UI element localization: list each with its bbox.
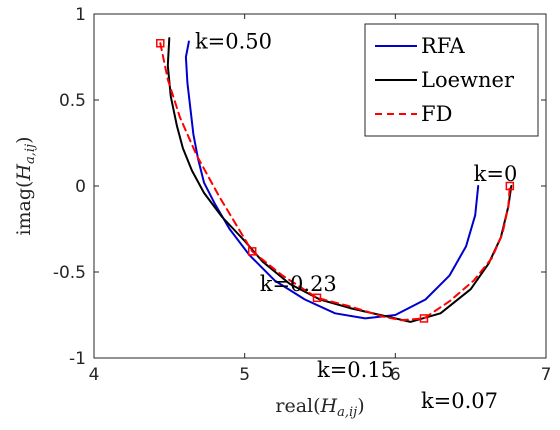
axes: 4 5 6 7 -1 -0.5 0 0.5 1 real(Ha,ij) imag(Ha,ij) [13, 5, 551, 420]
fd-marker [312, 293, 322, 303]
x-axis-label: real(Ha,ij) [275, 395, 364, 420]
fd-marker [419, 314, 429, 323]
fd-marker [156, 38, 165, 48]
legend-label-fd: FD [421, 102, 452, 126]
annotations: k=0.50 k=0.23 k=0.15 k=0.07 k=0 [195, 30, 517, 413]
x-tick-label: 5 [239, 365, 250, 385]
y-axis-label: imag(Ha,ij) [13, 136, 38, 235]
annotation-label: k=0 [474, 162, 518, 186]
annotation-label: k=0.07 [421, 389, 498, 413]
series-line-fd [159, 42, 511, 322]
annotation-label: k=0.15 [317, 358, 394, 382]
y-tick-label: 0 [75, 177, 86, 197]
legend-label-loewner: Loewner [421, 68, 515, 92]
y-tick-label: -1 [69, 349, 86, 369]
legend: RFA Loewner FD [364, 23, 539, 137]
y-tick-label: 0.5 [59, 91, 86, 111]
legend-label-rfa: RFA [421, 34, 466, 58]
x-tick-label: 6 [390, 365, 401, 385]
series-line-rfa [184, 40, 480, 320]
series-line-loewner [166, 37, 513, 323]
y-tick-label: 1 [75, 5, 86, 25]
y-tick-label: -0.5 [53, 263, 86, 283]
annotation-label: k=0.50 [195, 30, 272, 54]
data-series [156, 37, 515, 323]
fd-marker [505, 181, 515, 191]
annotation-label: k=0.23 [260, 272, 337, 296]
x-tick-label: 7 [541, 365, 552, 385]
x-tick-label: 4 [89, 365, 100, 385]
fd-marker [247, 247, 257, 256]
